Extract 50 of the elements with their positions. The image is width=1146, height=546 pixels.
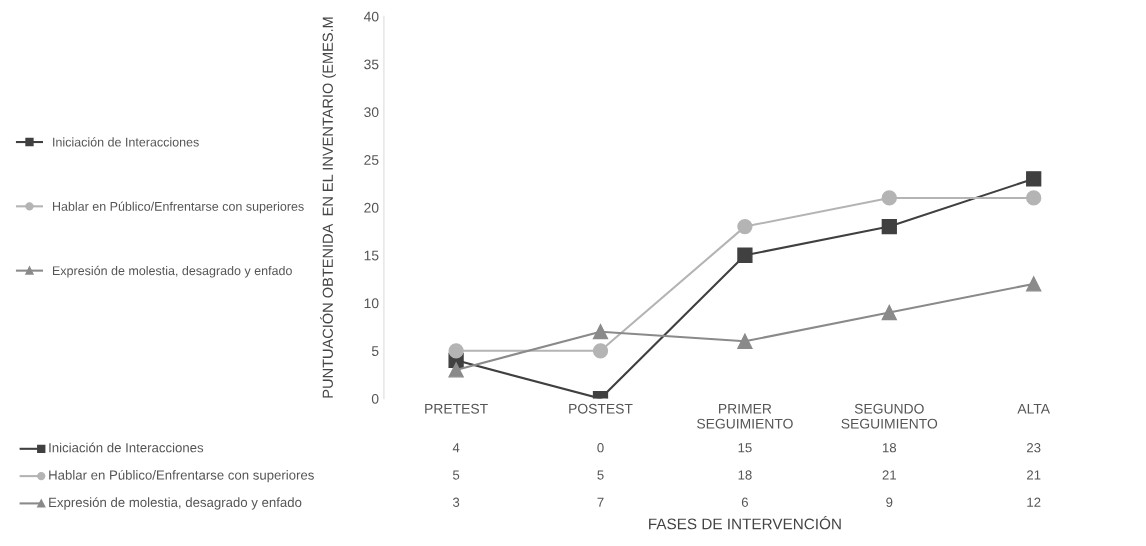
point [1026,276,1042,292]
data-label: 23 [1027,443,1041,453]
point [737,333,753,349]
y-axis-title: PUNTUACIÓN OBTENIDA EN EL INVENTARIO (EMES.M [320,17,336,398]
y-tick-label: 10 [364,298,379,309]
data-label: 12 [1027,497,1041,507]
point [448,362,464,378]
legend-label: Iniciación de Interacciones [49,442,204,453]
x-tick-label: POSTEST [569,403,633,414]
legend-label: Hablar en Público/Enfrentarse con superiores [53,201,304,214]
text: Iniciación de Interacciones [53,137,199,147]
point [737,247,753,263]
data-label: 4 [452,443,460,453]
data-label: 21 [1027,470,1041,480]
data-label: 0 [597,443,604,453]
y-tick-label: 35 [364,59,379,70]
legend-label: Expresión de molestia, desagrado y enfado [53,265,292,278]
point [737,218,753,235]
text: FASES DE INTERVENCIÓN [649,515,841,530]
text: Hablar en Público/Enfrentarse con superiores [49,469,314,483]
point [1026,190,1042,206]
y-tick-label: 5 [371,346,379,356]
x-tick-label: SEGUNDO SEGUIMIENTO [841,403,938,429]
x-tick-label: PRIMER SEGUIMIENTO [697,403,793,429]
point [592,343,609,359]
point [881,304,897,321]
data-label: 5 [452,470,460,480]
x-tick-label: PRETEST [425,403,488,414]
data-label: 18 [738,470,752,480]
text: Expresión de molestia, desagrado y enfado [49,497,302,510]
y-tick-label: 40 [363,11,379,22]
data-label: 3 [452,497,460,507]
point [1026,171,1042,187]
point [448,343,464,359]
point [881,218,897,235]
data-label: 18 [882,443,897,453]
point [592,324,609,340]
x-tick-label: ALTA [1017,403,1051,414]
y-tick-label: 15 [364,250,379,261]
data-label: 6 [741,497,748,507]
y-tick-label: 20 [364,202,379,213]
data-label: 21 [882,470,896,480]
y-tick-label: 25 [364,155,379,165]
data-label: 9 [886,497,893,507]
data-label: 7 [597,497,604,507]
data-label: 15 [738,443,752,453]
y-tick-label: 0 [371,393,379,404]
point [881,190,897,206]
y-tick-label: 30 [364,107,379,118]
data-label: 5 [597,470,604,480]
